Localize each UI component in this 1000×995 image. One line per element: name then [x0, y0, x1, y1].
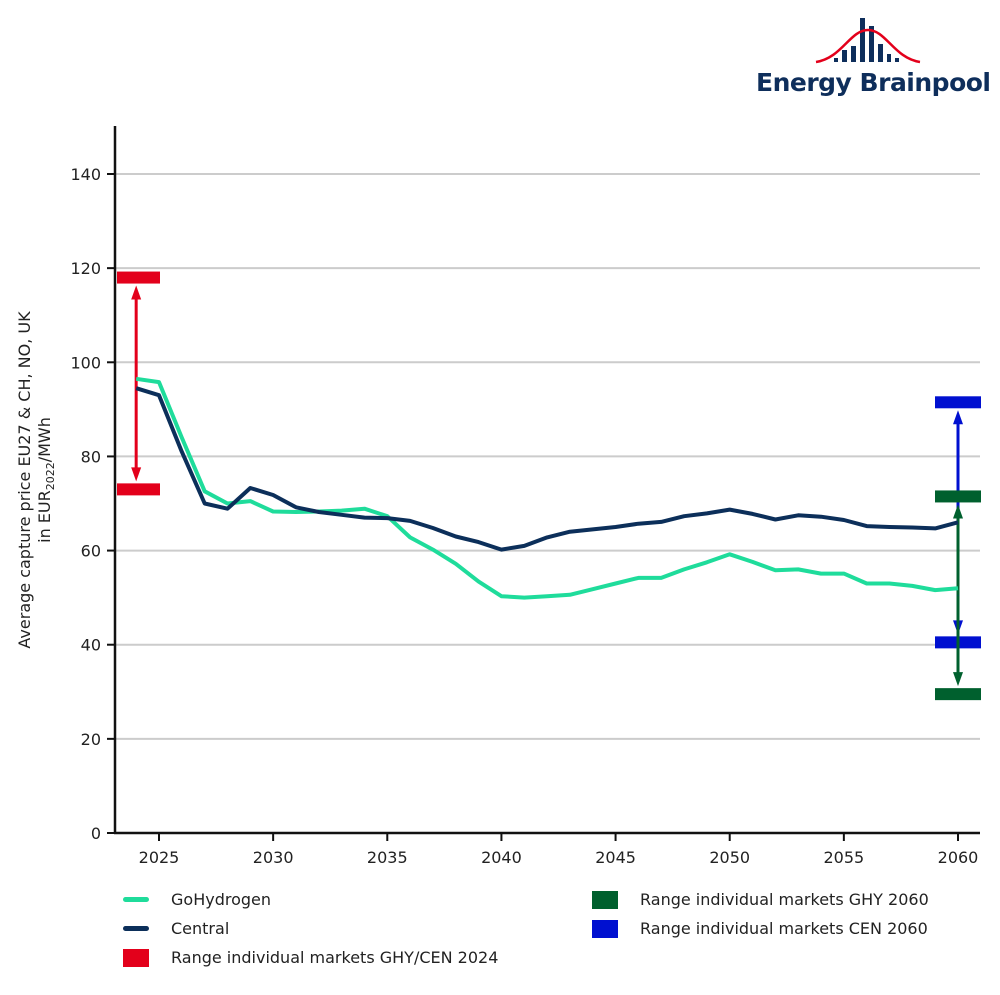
legend-item-range-cen-2060: Range individual markets CEN 2060 [592, 919, 928, 938]
legend-label: Range individual markets GHY 2060 [640, 890, 929, 909]
range-arrow-up-head [953, 504, 963, 519]
x-tick-label: 2050 [709, 848, 750, 867]
x-tick-label: 2055 [823, 848, 864, 867]
range-range_2024 [117, 271, 160, 496]
gridlines [115, 173, 980, 740]
legend-swatch-range-2024 [123, 948, 149, 967]
y-tick-label: 140 [70, 165, 101, 184]
series-line-central [135, 386, 959, 552]
range-max-bar [935, 396, 981, 409]
range-max-bar [117, 271, 160, 284]
range-max-bar [935, 490, 981, 503]
y-tick-label: 100 [70, 353, 101, 372]
series-line-gohydrogen [135, 376, 959, 600]
y-tick-label: 120 [70, 259, 101, 278]
y-axis-label-line1: Average capture price EU27 & CH, NO, UK [15, 311, 34, 649]
energy-brainpool-logo: Energy Brainpool [752, 12, 991, 102]
series-lines [135, 376, 959, 600]
y-tick-label: 60 [81, 542, 101, 561]
legend-item-range-ghy-2060: Range individual markets GHY 2060 [592, 890, 929, 909]
range-arrow-down-head [953, 672, 963, 687]
logo-text: Energy Brainpool [756, 68, 991, 97]
legend-item-gohydrogen: GoHydrogen [123, 890, 271, 909]
y-tick-label: 40 [81, 636, 101, 655]
y-tick-label: 80 [81, 447, 101, 466]
range-markers [117, 271, 981, 701]
logo-bell-curve-icon [815, 18, 921, 64]
range-arrow-up-head [953, 410, 963, 425]
x-tick-label: 2030 [253, 848, 294, 867]
x-tick-label: 2025 [139, 848, 180, 867]
range-range_ghy_2060 [935, 490, 981, 701]
x-tick-label: 2040 [481, 848, 522, 867]
x-tick-label: 2060 [938, 848, 979, 867]
y-axis-ticks: 0 20 40 60 80 100 120 140 [70, 165, 115, 843]
x-tick-label: 2035 [367, 848, 408, 867]
y-tick-label: 0 [91, 824, 101, 843]
legend-label: GoHydrogen [171, 890, 271, 909]
legend-label: Range individual markets GHY/CEN 2024 [171, 948, 499, 967]
axes [113, 126, 980, 835]
legend-label: Central [171, 919, 230, 938]
legend-label: Range individual markets CEN 2060 [640, 919, 928, 938]
legend-swatch-central [123, 926, 149, 931]
range-arrow-down-head [131, 467, 142, 482]
legend-swatch-gohydrogen [123, 897, 149, 902]
y-axis-label: Average capture price EU27 & CH, NO, UK … [15, 311, 57, 649]
range-min-bar [935, 688, 981, 701]
legend-item-central: Central [123, 919, 229, 938]
range-min-bar [117, 483, 160, 496]
range-arrow-up-head [131, 285, 142, 300]
x-axis-ticks: 2025 2030 2035 2040 2045 2050 2055 2060 [139, 833, 979, 867]
legend-swatch-range-ghy-2060 [592, 890, 618, 909]
legend-swatch-range-cen-2060 [592, 919, 618, 938]
x-tick-label: 2045 [595, 848, 636, 867]
legend-item-range-2024: Range individual markets GHY/CEN 2024 [123, 948, 498, 967]
y-tick-label: 20 [81, 730, 101, 749]
y-axis-label-line2: in EUR2022/MWh [35, 417, 57, 543]
